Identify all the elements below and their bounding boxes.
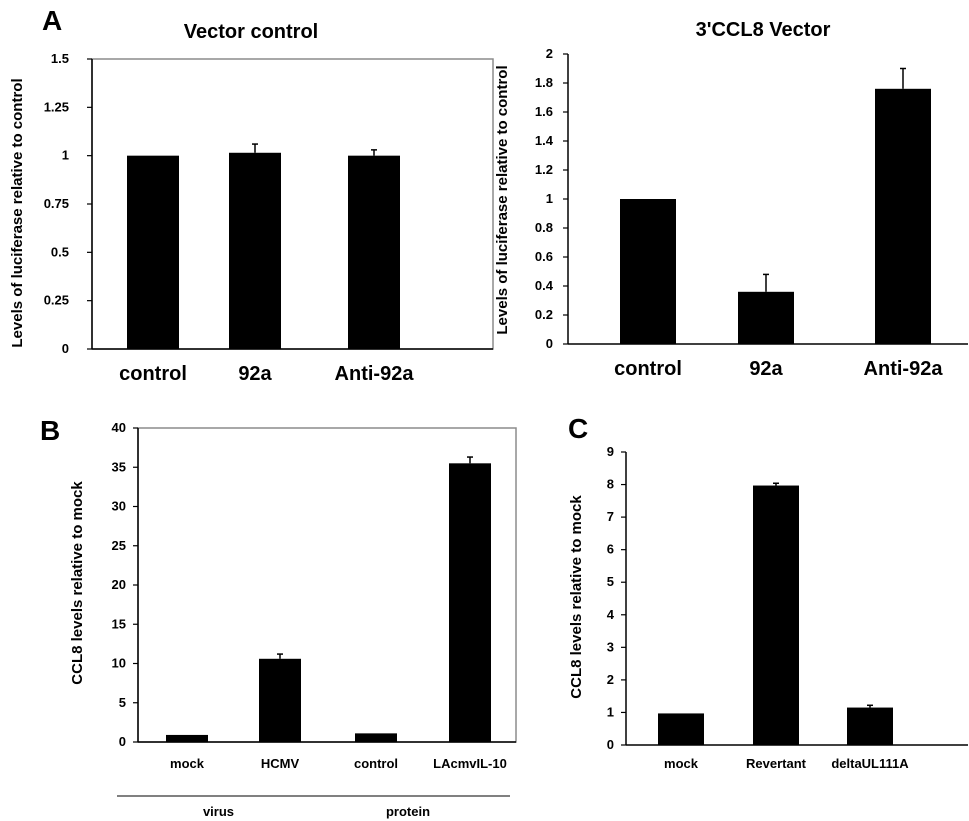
bar: [166, 734, 208, 742]
y-tick-label: 7: [607, 509, 614, 524]
x-category-label: Anti-92a: [864, 358, 944, 380]
y-axis-label: Levels of luciferase relative to control: [9, 78, 26, 347]
x-category-label: 92a: [238, 363, 272, 385]
y-tick-label: 1.5: [51, 51, 69, 66]
y-tick-label: 4: [607, 607, 615, 622]
y-tick-label: 5: [607, 574, 614, 589]
chart-panel-b: CCL8 levels relative to mock 0 5 10 15 20 25 3…: [69, 420, 517, 819]
x-category-label: control: [119, 363, 187, 385]
y-tick-label: 0: [119, 734, 126, 749]
y-axis-label: CCL8 levels relative to mock: [69, 481, 86, 685]
x-category-label: HCMV: [261, 756, 300, 771]
y-tick-label: 0.8: [535, 220, 553, 235]
y-tick-label: 35: [112, 459, 126, 474]
y-tick-label: 1: [62, 148, 69, 163]
x-category-label: 92a: [749, 358, 783, 380]
y-tick-label: 1.8: [535, 75, 553, 90]
x-category-label: deltaUL111A: [831, 756, 909, 771]
panel-letter-c: C: [568, 413, 588, 444]
y-tick-label: 25: [112, 538, 126, 553]
y-tick-label: 40: [112, 420, 126, 435]
y-tick-label: 15: [112, 616, 126, 631]
y-tick-label: 8: [607, 477, 614, 492]
bar: [753, 485, 799, 745]
bar: [658, 713, 704, 745]
y-tick-label: 1: [607, 704, 614, 719]
y-tick-label: 6: [607, 542, 614, 557]
bar: [620, 199, 676, 344]
y-tick-label: 1.4: [535, 133, 554, 148]
y-tick-label: 1.25: [44, 99, 69, 114]
chart-panel-c: CCL8 levels relative to mock 0 1 2 3 4 5 6 7 8 9 m…: [568, 444, 968, 771]
chart-3ccl8-vector: 3'CCL8 Vector Levels of luciferase relat…: [494, 19, 968, 380]
y-tick-label: 0: [546, 336, 553, 351]
chart-title: 3'CCL8 Vector: [696, 19, 831, 41]
group-label: virus: [203, 804, 234, 819]
chart-title: Vector control: [184, 21, 318, 43]
y-tick-label: 2: [607, 672, 614, 687]
bar: [229, 152, 281, 349]
y-tick-label: 1: [546, 191, 553, 206]
y-tick-label: 30: [112, 499, 126, 514]
y-tick-label: 10: [112, 656, 126, 671]
y-tick-label: 2: [546, 46, 553, 61]
x-category-label: mock: [664, 756, 699, 771]
plot-area: 0 1 2 3 4 5 6 7 8 9 mock Revertant deltaUL111A: [607, 444, 968, 771]
bar: [259, 658, 301, 742]
bar: [355, 733, 397, 742]
panel-letter-b: B: [40, 415, 60, 446]
panel-letter-a: A: [42, 5, 62, 36]
bar: [449, 463, 491, 742]
y-tick-label: 0.5: [51, 244, 69, 259]
x-category-label: Revertant: [746, 756, 807, 771]
bar: [738, 291, 794, 344]
y-tick-label: 0: [607, 737, 614, 752]
bar: [127, 155, 179, 349]
y-tick-label: 1.2: [535, 162, 553, 177]
y-axis-label: CCL8 levels relative to mock: [568, 495, 585, 699]
bar: [348, 155, 400, 349]
chart-vector-control: Vector control Levels of luciferase rela…: [9, 21, 494, 385]
x-category-label: LAcmvIL-10: [433, 756, 507, 771]
y-tick-label: 0.75: [44, 196, 69, 211]
y-tick-label: 0.4: [535, 278, 554, 293]
y-tick-label: 9: [607, 444, 614, 459]
y-tick-label: 0.25: [44, 293, 69, 308]
plot-area: 0 0.2 0.4 0.6 0.8 1 1.2 1.4 1.6 1.8 2 control 92a Ant…: [535, 46, 968, 380]
y-tick-label: 0.6: [535, 249, 553, 264]
y-tick-label: 20: [112, 577, 126, 592]
bar: [875, 88, 931, 344]
x-category-label: control: [354, 756, 398, 771]
x-category-label: control: [614, 358, 682, 380]
y-tick-label: 0.2: [535, 307, 553, 322]
x-category-label: Anti-92a: [335, 363, 415, 385]
y-axis-label: Levels of luciferase relative to control: [494, 65, 511, 334]
bar: [847, 707, 893, 745]
plot-area: 0 5 10 15 20 25 30 35 40 mock HCMV control LAcmvIL-1…: [112, 420, 517, 819]
y-tick-label: 1.6: [535, 104, 553, 119]
y-tick-label: 5: [119, 695, 126, 710]
y-tick-label: 3: [607, 639, 614, 654]
y-tick-label: 0: [62, 341, 69, 356]
x-category-label: mock: [170, 756, 205, 771]
plot-area: 0 0.25 0.5 0.75 1 1.25 1.5 control 92a Anti-92a: [44, 51, 494, 385]
group-label: protein: [386, 804, 430, 819]
